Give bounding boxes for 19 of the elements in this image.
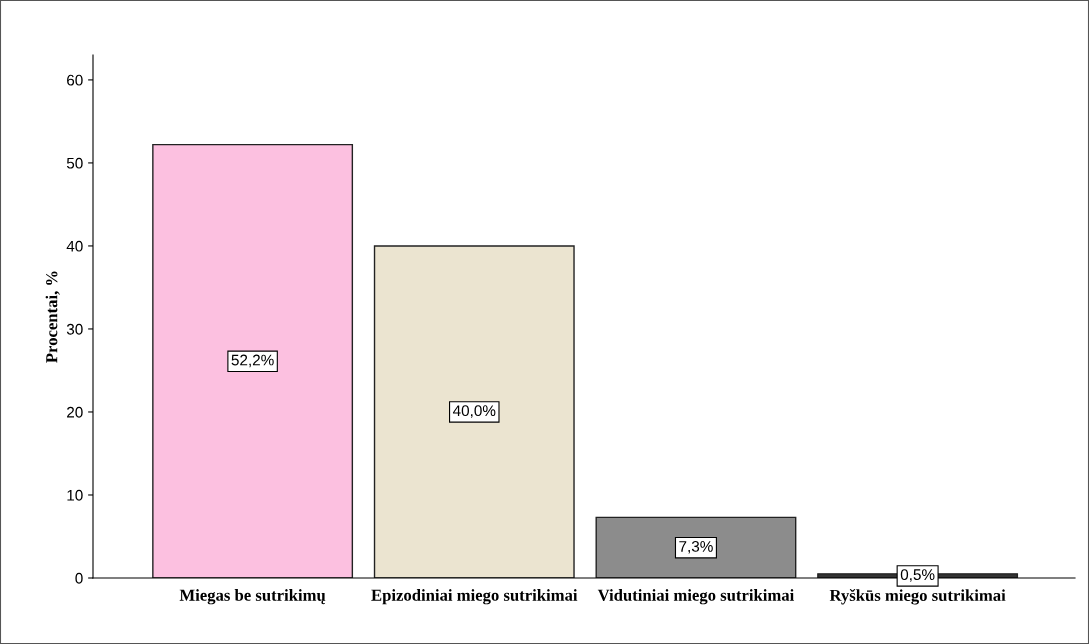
- y-tick-label: 20: [67, 406, 83, 418]
- data-label: 52,2%: [231, 354, 274, 368]
- y-axis-title: Procentai, %: [45, 271, 60, 363]
- y-tick-label: 30: [66, 323, 83, 335]
- x-tick-label: Miegas be sutrikimų: [179, 589, 326, 605]
- x-tick-label: Vidutiniai miego sutrikimai: [597, 589, 795, 605]
- data-label: 40,0%: [452, 405, 496, 418]
- y-tick-label: 40: [66, 240, 83, 252]
- y-tick-label: 0: [75, 572, 83, 584]
- y-tick-label: 10: [67, 489, 83, 501]
- x-tick-label: Epizodiniai miego sutrikimai: [371, 589, 578, 605]
- x-tick-label: Ryškūs miego sutrikimai: [829, 589, 1006, 605]
- data-label: 0,5%: [900, 569, 935, 582]
- y-tick-label: 60: [67, 74, 83, 86]
- bar: [373, 245, 575, 578]
- bar: [152, 143, 354, 578]
- data-label: 7,3%: [679, 540, 713, 554]
- bar: [595, 516, 797, 578]
- y-tick-label: 50: [66, 157, 83, 169]
